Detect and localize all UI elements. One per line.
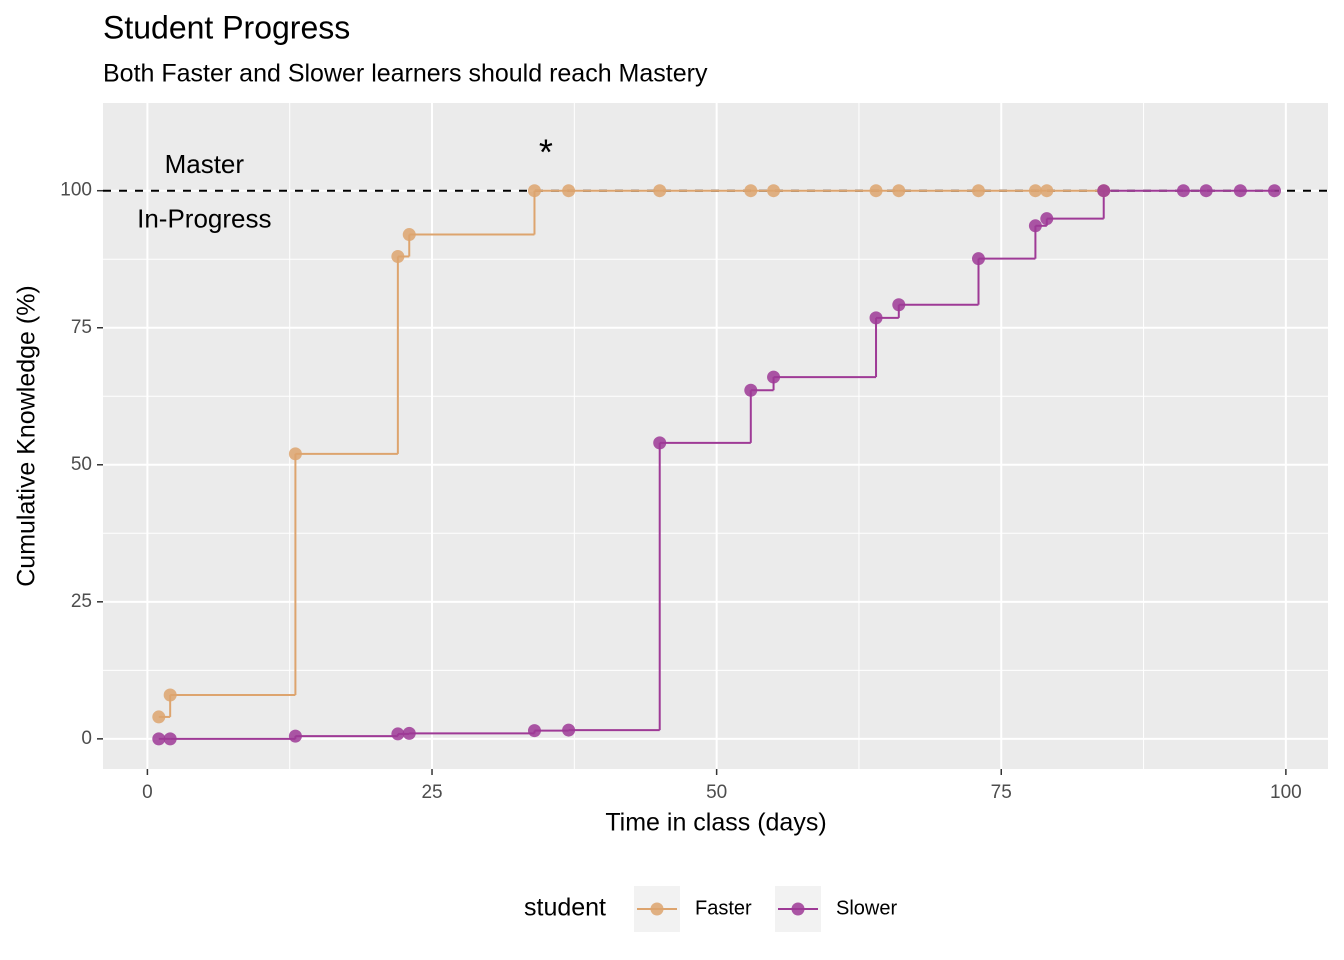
point bbox=[391, 249, 405, 263]
x-tick-label: 25 bbox=[421, 782, 442, 803]
point bbox=[744, 184, 758, 198]
point bbox=[152, 732, 166, 746]
point bbox=[562, 184, 576, 198]
point bbox=[1097, 184, 1111, 198]
point bbox=[744, 383, 758, 397]
annotation: * bbox=[539, 132, 553, 173]
point bbox=[1233, 184, 1247, 198]
legend-title: student bbox=[524, 894, 606, 922]
point bbox=[971, 184, 985, 198]
point bbox=[391, 727, 405, 741]
legend-point bbox=[791, 902, 805, 916]
point bbox=[1267, 184, 1281, 198]
annotation: In-Progress bbox=[137, 204, 271, 234]
point bbox=[653, 184, 667, 198]
x-tick-label: 75 bbox=[991, 782, 1012, 803]
legend-point bbox=[650, 902, 664, 916]
point bbox=[971, 252, 985, 266]
y-tick-label: 0 bbox=[81, 728, 92, 749]
point bbox=[1040, 212, 1054, 226]
x-axis-title: Time in class (days) bbox=[605, 809, 826, 837]
x-tick-label: 50 bbox=[706, 782, 727, 803]
point bbox=[163, 688, 177, 702]
point bbox=[767, 184, 781, 198]
point bbox=[527, 724, 541, 738]
legend-label: Slower bbox=[836, 897, 897, 919]
point bbox=[527, 184, 541, 198]
y-tick-label: 25 bbox=[71, 591, 92, 612]
chart-title: Student Progress bbox=[103, 9, 350, 45]
legend-label: Faster bbox=[695, 897, 752, 919]
point bbox=[767, 370, 781, 384]
point bbox=[1028, 184, 1042, 198]
point bbox=[1176, 184, 1190, 198]
chart-subtitle: Both Faster and Slower learners should r… bbox=[103, 60, 708, 88]
point bbox=[288, 447, 302, 461]
point bbox=[1028, 219, 1042, 233]
x-tick-label: 100 bbox=[1270, 782, 1302, 803]
point bbox=[288, 729, 302, 743]
point bbox=[869, 184, 883, 198]
y-tick-label: 75 bbox=[71, 317, 92, 338]
point bbox=[892, 184, 906, 198]
y-tick-label: 100 bbox=[60, 180, 92, 201]
point bbox=[402, 228, 416, 242]
point bbox=[152, 710, 166, 724]
point bbox=[892, 298, 906, 312]
annotation: Master bbox=[165, 149, 245, 179]
y-tick-label: 50 bbox=[71, 454, 92, 475]
point bbox=[402, 726, 416, 740]
point bbox=[653, 436, 667, 450]
point bbox=[1040, 184, 1054, 198]
point bbox=[869, 311, 883, 325]
x-tick-label: 0 bbox=[142, 782, 153, 803]
point bbox=[163, 732, 177, 746]
panel bbox=[103, 103, 1328, 769]
y-axis-title: Cumulative Knowledge (%) bbox=[13, 285, 41, 587]
point bbox=[562, 723, 576, 737]
point bbox=[1199, 184, 1213, 198]
